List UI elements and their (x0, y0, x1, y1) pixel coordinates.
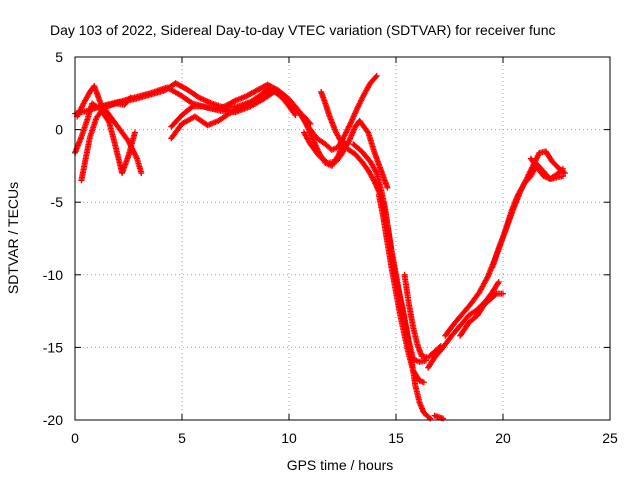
data-series-track-17 (457, 290, 506, 339)
data-point-marker (420, 379, 427, 386)
data-point-marker (231, 98, 238, 105)
data-series-track-9 (300, 117, 391, 191)
chart-data-layer (72, 72, 569, 422)
data-series-track-15 (425, 279, 502, 371)
data-point-marker (494, 280, 501, 287)
y-tick-label: -5 (51, 194, 64, 210)
data-point-marker (138, 170, 145, 177)
data-point-marker (440, 415, 447, 422)
y-tick-label: 5 (55, 49, 63, 65)
x-tick-label: 10 (281, 430, 297, 446)
data-point-marker (291, 110, 298, 117)
x-tick-label: 5 (178, 430, 186, 446)
x-tick-label: 25 (602, 430, 618, 446)
data-series-track-13 (380, 199, 429, 365)
data-point-marker (559, 165, 566, 172)
data-point-marker (188, 104, 195, 111)
x-axis-title: GPS time / hours (287, 457, 394, 473)
y-tick-label: 0 (55, 122, 63, 138)
chart-grid (75, 57, 610, 420)
data-point-marker (492, 291, 499, 298)
y-tick-label: -20 (43, 412, 63, 428)
plot-frame (74, 56, 611, 421)
data-series-track-7 (168, 85, 299, 142)
data-series-track-20 (527, 155, 566, 182)
data-point-marker (384, 184, 391, 191)
data-series-track-1 (72, 100, 138, 177)
data-point-marker (495, 279, 502, 286)
y-tick-label: -15 (43, 339, 63, 355)
data-point-marker (558, 166, 565, 173)
data-point-marker (559, 173, 566, 180)
x-tick-label: 15 (388, 430, 404, 446)
data-point-marker (372, 74, 379, 81)
data-point-marker (425, 414, 432, 421)
data-point-marker (500, 290, 506, 297)
data-series-track-8 (296, 72, 380, 153)
data-point-marker (427, 415, 434, 422)
axis-ticks: 0 5 10 15 20 25 -20 -15 -10 -5 0 5 (43, 49, 618, 446)
x-tick-label: 20 (495, 430, 511, 446)
y-axis-title: SDTVAR / TECUs (5, 182, 21, 294)
x-tick-label: 0 (71, 430, 79, 446)
data-point-marker (105, 118, 112, 125)
data-point-marker (373, 72, 380, 79)
data-point-marker (292, 112, 299, 119)
data-series-track-10 (318, 88, 385, 200)
chart-title: Day 103 of 2022, Sidereal Day-to-day VTE… (50, 22, 556, 38)
data-series-track-14 (401, 271, 444, 361)
data-point-marker (131, 129, 138, 136)
y-tick-label: -10 (43, 267, 63, 283)
